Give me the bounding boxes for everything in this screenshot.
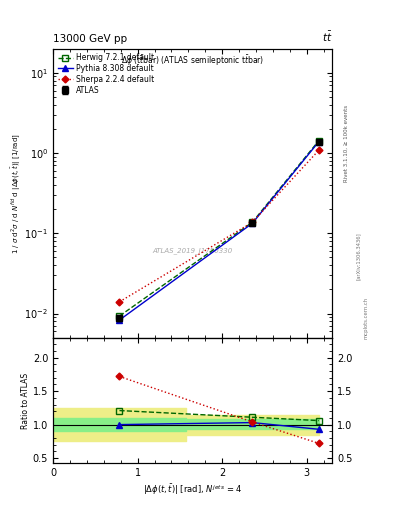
Text: mcplots.cern.ch: mcplots.cern.ch [364, 296, 369, 338]
X-axis label: $|\Delta\phi(t,\bar{t})|$ [rad], $N^{jets}$ = 4: $|\Delta\phi(t,\bar{t})|$ [rad], $N^{jet… [143, 482, 242, 497]
Line: Sherpa 2.2.4 default: Sherpa 2.2.4 default [117, 148, 321, 304]
Text: $\Delta\phi$ (t$\bar{t}$bar) (ATLAS semileptonic t$\bar{t}$bar): $\Delta\phi$ (t$\bar{t}$bar) (ATLAS semi… [121, 53, 264, 68]
Text: 13000 GeV pp: 13000 GeV pp [53, 33, 127, 44]
Herwig 7.2.1 default [316, 138, 321, 144]
Sherpa 2.2.4 default [250, 219, 255, 225]
Sherpa 2.2.4 default [316, 147, 321, 154]
Text: Rivet 3.1.10, ≥ 100k events: Rivet 3.1.10, ≥ 100k events [344, 105, 349, 182]
Pythia 8.308 default [117, 317, 122, 323]
Line: Herwig 7.2.1 default: Herwig 7.2.1 default [116, 138, 322, 319]
Line: Pythia 8.308 default: Pythia 8.308 default [116, 139, 322, 323]
Sherpa 2.2.4 default [117, 298, 122, 305]
Y-axis label: Ratio to ATLAS: Ratio to ATLAS [21, 372, 30, 429]
Text: ATLAS_2019_I1750330: ATLAS_2019_I1750330 [152, 248, 233, 254]
Pythia 8.308 default [250, 220, 255, 226]
Pythia 8.308 default [316, 139, 321, 145]
Text: [arXiv:1306.3436]: [arXiv:1306.3436] [356, 232, 361, 280]
Y-axis label: 1 / $\sigma$ d$^2\sigma$ / d $N^{fid}$ d $|\Delta\phi(t,\bar{t})|$ [1/rad]: 1 / $\sigma$ d$^2\sigma$ / d $N^{fid}$ d… [9, 133, 23, 253]
Legend: Herwig 7.2.1 default, Pythia 8.308 default, Sherpa 2.2.4 default, ATLAS: Herwig 7.2.1 default, Pythia 8.308 defau… [55, 51, 156, 97]
Herwig 7.2.1 default [117, 313, 122, 319]
Herwig 7.2.1 default [250, 219, 255, 225]
Text: $t\bar{t}$: $t\bar{t}$ [321, 29, 332, 44]
